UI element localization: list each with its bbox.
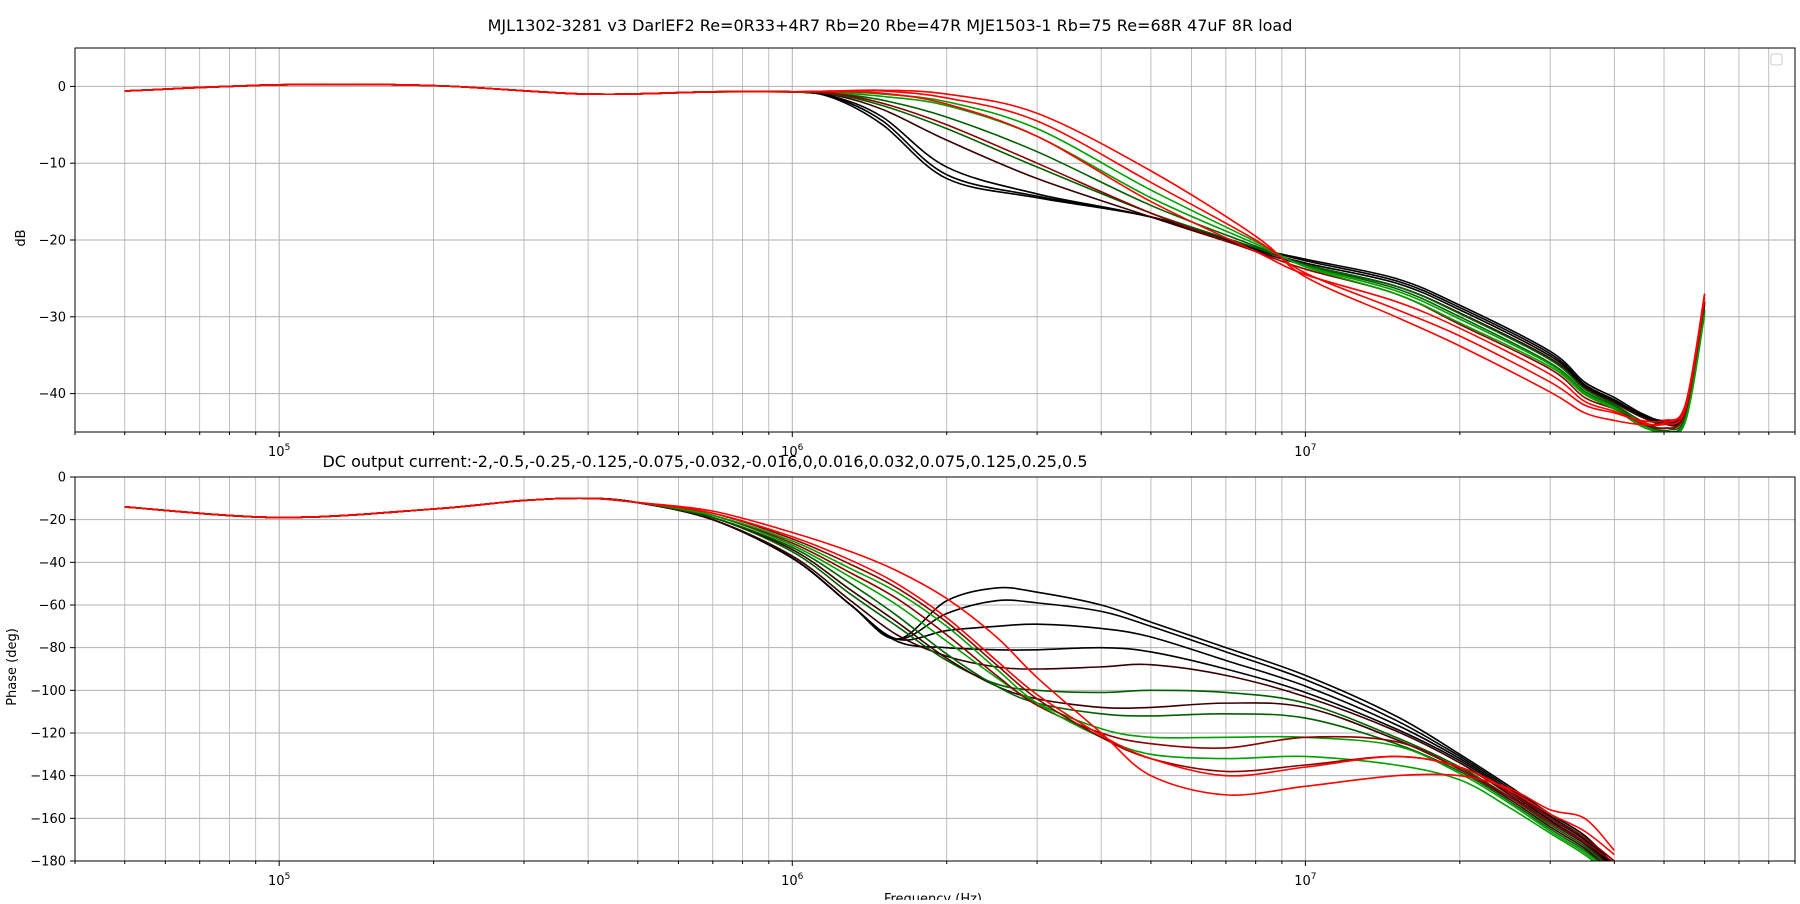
bottom-y-tick-label: −40 — [39, 556, 66, 571]
series-layer — [124, 83, 1706, 861]
bottom-y-tick-label: −100 — [30, 684, 66, 699]
top-series-line-11 — [124, 83, 1706, 426]
bottom-series-group — [124, 497, 1615, 861]
x-axis-label: Frequency (Hz) — [884, 892, 982, 900]
top-y-tick-label: −20 — [39, 234, 66, 249]
top-x-tick-label: 106 — [781, 443, 804, 460]
bottom-x-tick-label: 106 — [781, 872, 804, 889]
legend-box — [1770, 53, 1783, 66]
bottom-y-axis-label: Phase (deg) — [5, 628, 20, 706]
bottom-x-tick-label: 107 — [1294, 872, 1316, 889]
top-x-tick-label: 105 — [268, 443, 290, 460]
top-y-tick-label: −30 — [39, 310, 66, 325]
bottom-series-line-13 — [124, 497, 1615, 851]
bottom-x-tick-label: 105 — [268, 872, 290, 889]
top-y-tick-label: 0 — [58, 80, 66, 95]
bottom-y-tick-label: −140 — [30, 769, 66, 784]
bottom-axes-frame — [74, 476, 1796, 862]
bottom-y-tick-label: −120 — [30, 727, 66, 742]
text-layer: MJL1302-3281 v3 DarlEF2 Re=0R33+4R7 Rb=2… — [5, 16, 1317, 904]
bottom-panel-title: DC output current:-2,-0.5,-0.25,-0.125,-… — [322, 452, 1087, 471]
top-series-group — [124, 83, 1706, 432]
bottom-y-tick-label: −160 — [30, 812, 66, 827]
top-x-tick-label: 107 — [1294, 443, 1316, 460]
frame-layer — [70, 47, 1796, 866]
bottom-y-tick-label: −180 — [30, 855, 66, 870]
top-y-axis-label: dB — [14, 229, 29, 246]
top-panel-title: MJL1302-3281 v3 DarlEF2 Re=0R33+4R7 Rb=2… — [488, 16, 1293, 35]
top-axes-frame — [74, 47, 1796, 433]
bottom-y-tick-label: −20 — [39, 513, 66, 528]
bottom-y-tick-label: −80 — [39, 641, 66, 656]
bottom-y-tick-label: −60 — [39, 599, 66, 614]
top-y-tick-label: −10 — [39, 157, 66, 172]
top-y-tick-label: −40 — [39, 387, 66, 402]
bottom-y-tick-label: 0 — [58, 471, 66, 486]
